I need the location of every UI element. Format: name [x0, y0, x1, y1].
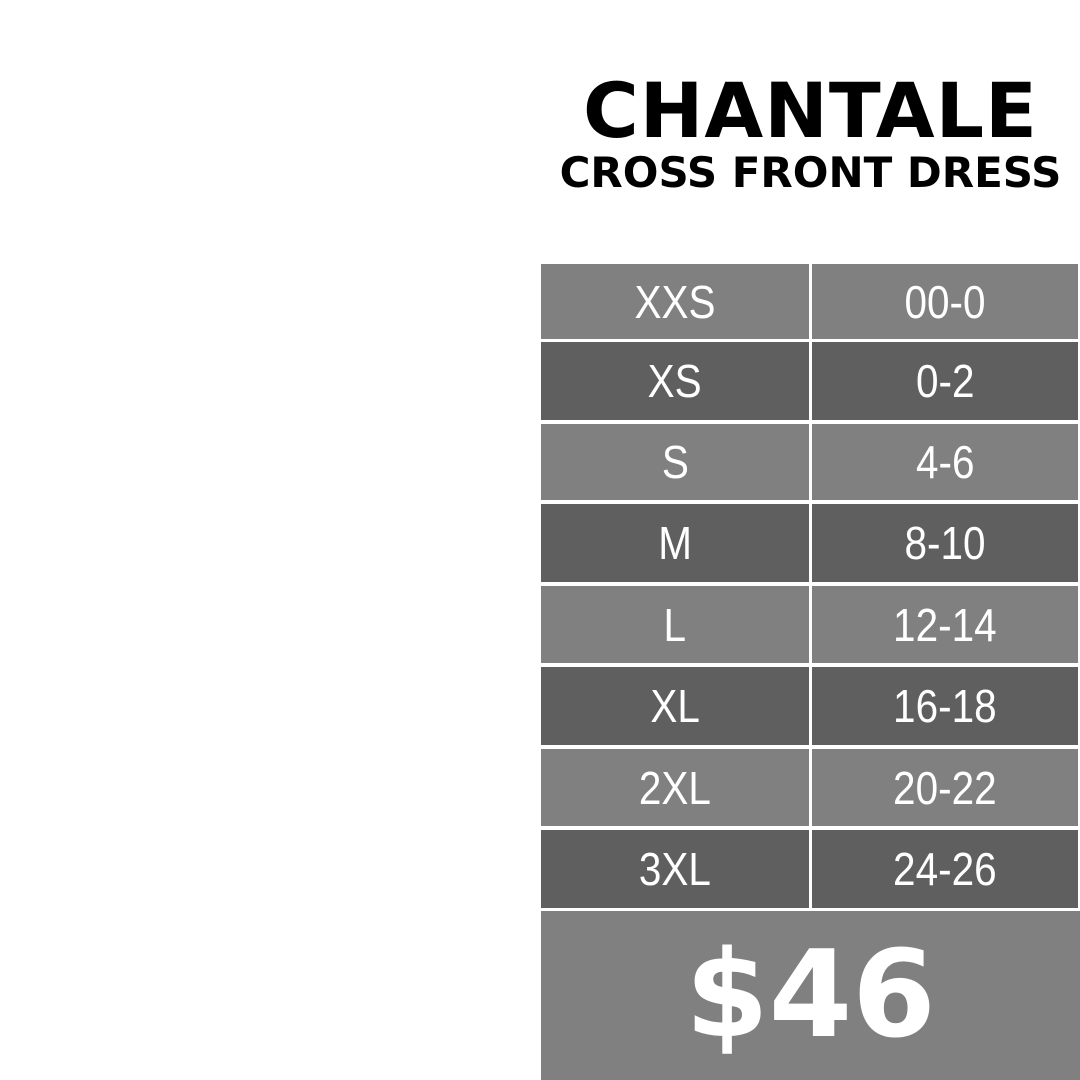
- size-row: XXS 00-0: [541, 264, 1078, 339]
- numeric-size-cell: 0-2: [812, 342, 1078, 420]
- size-label-cell: M: [541, 504, 809, 582]
- product-title: CHANTALE: [583, 66, 1038, 155]
- numeric-size-cell: 00-0: [812, 264, 1078, 339]
- numeric-size: 24-26: [893, 843, 997, 895]
- size-label-cell: L: [541, 586, 809, 663]
- size-label: 3XL: [638, 843, 712, 895]
- size-label: S: [661, 436, 689, 488]
- size-label-cell: 3XL: [541, 830, 809, 908]
- numeric-size: 20-22: [893, 761, 997, 814]
- numeric-size: 8-10: [904, 517, 986, 569]
- size-label: L: [663, 598, 687, 651]
- size-label: XL: [650, 680, 700, 732]
- numeric-size-cell: 4-6: [812, 424, 1078, 500]
- size-label-cell: S: [541, 424, 809, 500]
- product-subtitle: CROSS FRONT DRESS: [559, 148, 1062, 197]
- size-row: 2XL 20-22: [541, 749, 1078, 826]
- size-row: XL 16-18: [541, 667, 1078, 745]
- numeric-size-cell: 20-22: [812, 749, 1078, 826]
- numeric-size-cell: 8-10: [812, 504, 1078, 582]
- price-label: $46: [541, 911, 1080, 1080]
- size-row: M 8-10: [541, 504, 1078, 582]
- size-label-cell: XXS: [541, 264, 809, 339]
- numeric-size: 16-18: [893, 680, 997, 732]
- size-label: XXS: [634, 275, 716, 328]
- numeric-size-cell: 24-26: [812, 830, 1078, 908]
- size-label: M: [658, 517, 692, 569]
- size-row: L 12-14: [541, 586, 1078, 663]
- size-label: XS: [647, 355, 703, 407]
- numeric-size: 00-0: [904, 275, 986, 328]
- size-row: S 4-6: [541, 424, 1078, 500]
- numeric-size-cell: 12-14: [812, 586, 1078, 663]
- numeric-size: 4-6: [915, 436, 975, 488]
- numeric-size: 0-2: [915, 355, 975, 407]
- size-row: 3XL 24-26: [541, 830, 1078, 908]
- numeric-size-cell: 16-18: [812, 667, 1078, 745]
- numeric-size: 12-14: [893, 598, 997, 651]
- size-label-cell: XS: [541, 342, 809, 420]
- size-label-cell: XL: [541, 667, 809, 745]
- size-row: XS 0-2: [541, 342, 1078, 420]
- size-label: 2XL: [638, 761, 712, 814]
- size-label-cell: 2XL: [541, 749, 809, 826]
